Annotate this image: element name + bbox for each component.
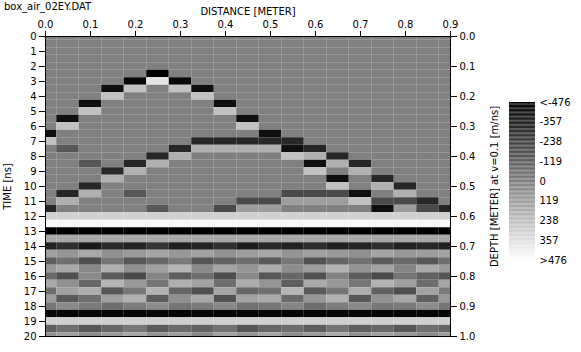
svg-text:0.7: 0.7	[353, 19, 369, 30]
svg-text:0.0: 0.0	[38, 19, 54, 30]
svg-text:3: 3	[30, 76, 36, 87]
svg-text:11: 11	[24, 196, 37, 207]
svg-text:DEPTH [METER] at v=0.1 [m/ns]: DEPTH [METER] at v=0.1 [m/ns]	[489, 106, 500, 267]
svg-text:0.0: 0.0	[460, 31, 476, 42]
svg-text:-119: -119	[540, 156, 563, 167]
svg-text:0.8: 0.8	[398, 19, 414, 30]
svg-text:0.2: 0.2	[128, 19, 144, 30]
svg-text:-238: -238	[540, 136, 563, 147]
svg-text:6: 6	[30, 121, 36, 132]
svg-text:0.4: 0.4	[218, 19, 234, 30]
html-text:box_air_02EY.DAT: box_air_02EY.DAT	[4, 1, 92, 12]
svg-text:<-476: <-476	[540, 97, 571, 108]
svg-text:0.9: 0.9	[443, 19, 459, 30]
svg-text:18: 18	[24, 301, 37, 312]
svg-text:7: 7	[30, 136, 36, 147]
svg-text:14: 14	[24, 241, 37, 252]
svg-text:5: 5	[30, 106, 36, 117]
svg-text:0.5: 0.5	[263, 19, 279, 30]
svg-text:-357: -357	[540, 116, 563, 127]
svg-text:0: 0	[30, 31, 36, 42]
svg-text:0.1: 0.1	[83, 19, 99, 30]
svg-text:0.5: 0.5	[460, 181, 476, 192]
svg-text:0.6: 0.6	[308, 19, 324, 30]
svg-text:17: 17	[24, 286, 37, 297]
svg-text:16: 16	[24, 271, 37, 282]
svg-text:10: 10	[24, 181, 37, 192]
svg-text:1.0: 1.0	[460, 331, 476, 342]
svg-text:4: 4	[30, 91, 36, 102]
svg-text:15: 15	[24, 256, 37, 267]
svg-text:119: 119	[540, 195, 559, 206]
svg-text:0.7: 0.7	[460, 241, 476, 252]
svg-text:0.1: 0.1	[460, 61, 476, 72]
svg-text:20: 20	[24, 331, 37, 342]
svg-text:0: 0	[540, 176, 546, 187]
svg-text:357: 357	[540, 235, 559, 246]
svg-text:>476: >476	[540, 255, 567, 266]
svg-text:19: 19	[24, 316, 37, 327]
svg-text:0.8: 0.8	[460, 271, 476, 282]
svg-text:TIME [ns]: TIME [ns]	[2, 163, 13, 211]
svg-text:12: 12	[24, 211, 37, 222]
svg-text:0.4: 0.4	[460, 151, 476, 162]
svg-text:0.3: 0.3	[460, 121, 476, 132]
svg-text:8: 8	[30, 151, 36, 162]
svg-text:2: 2	[30, 61, 36, 72]
svg-text:DISTANCE [METER]: DISTANCE [METER]	[200, 6, 295, 17]
svg-text:0.6: 0.6	[460, 211, 476, 222]
svg-text:9: 9	[30, 166, 36, 177]
svg-text:0.3: 0.3	[173, 19, 189, 30]
svg-text:0.2: 0.2	[460, 91, 476, 102]
svg-text:1: 1	[30, 46, 36, 57]
svg-text:0.9: 0.9	[460, 301, 476, 312]
svg-text:13: 13	[24, 226, 37, 237]
svg-text:238: 238	[540, 215, 559, 226]
